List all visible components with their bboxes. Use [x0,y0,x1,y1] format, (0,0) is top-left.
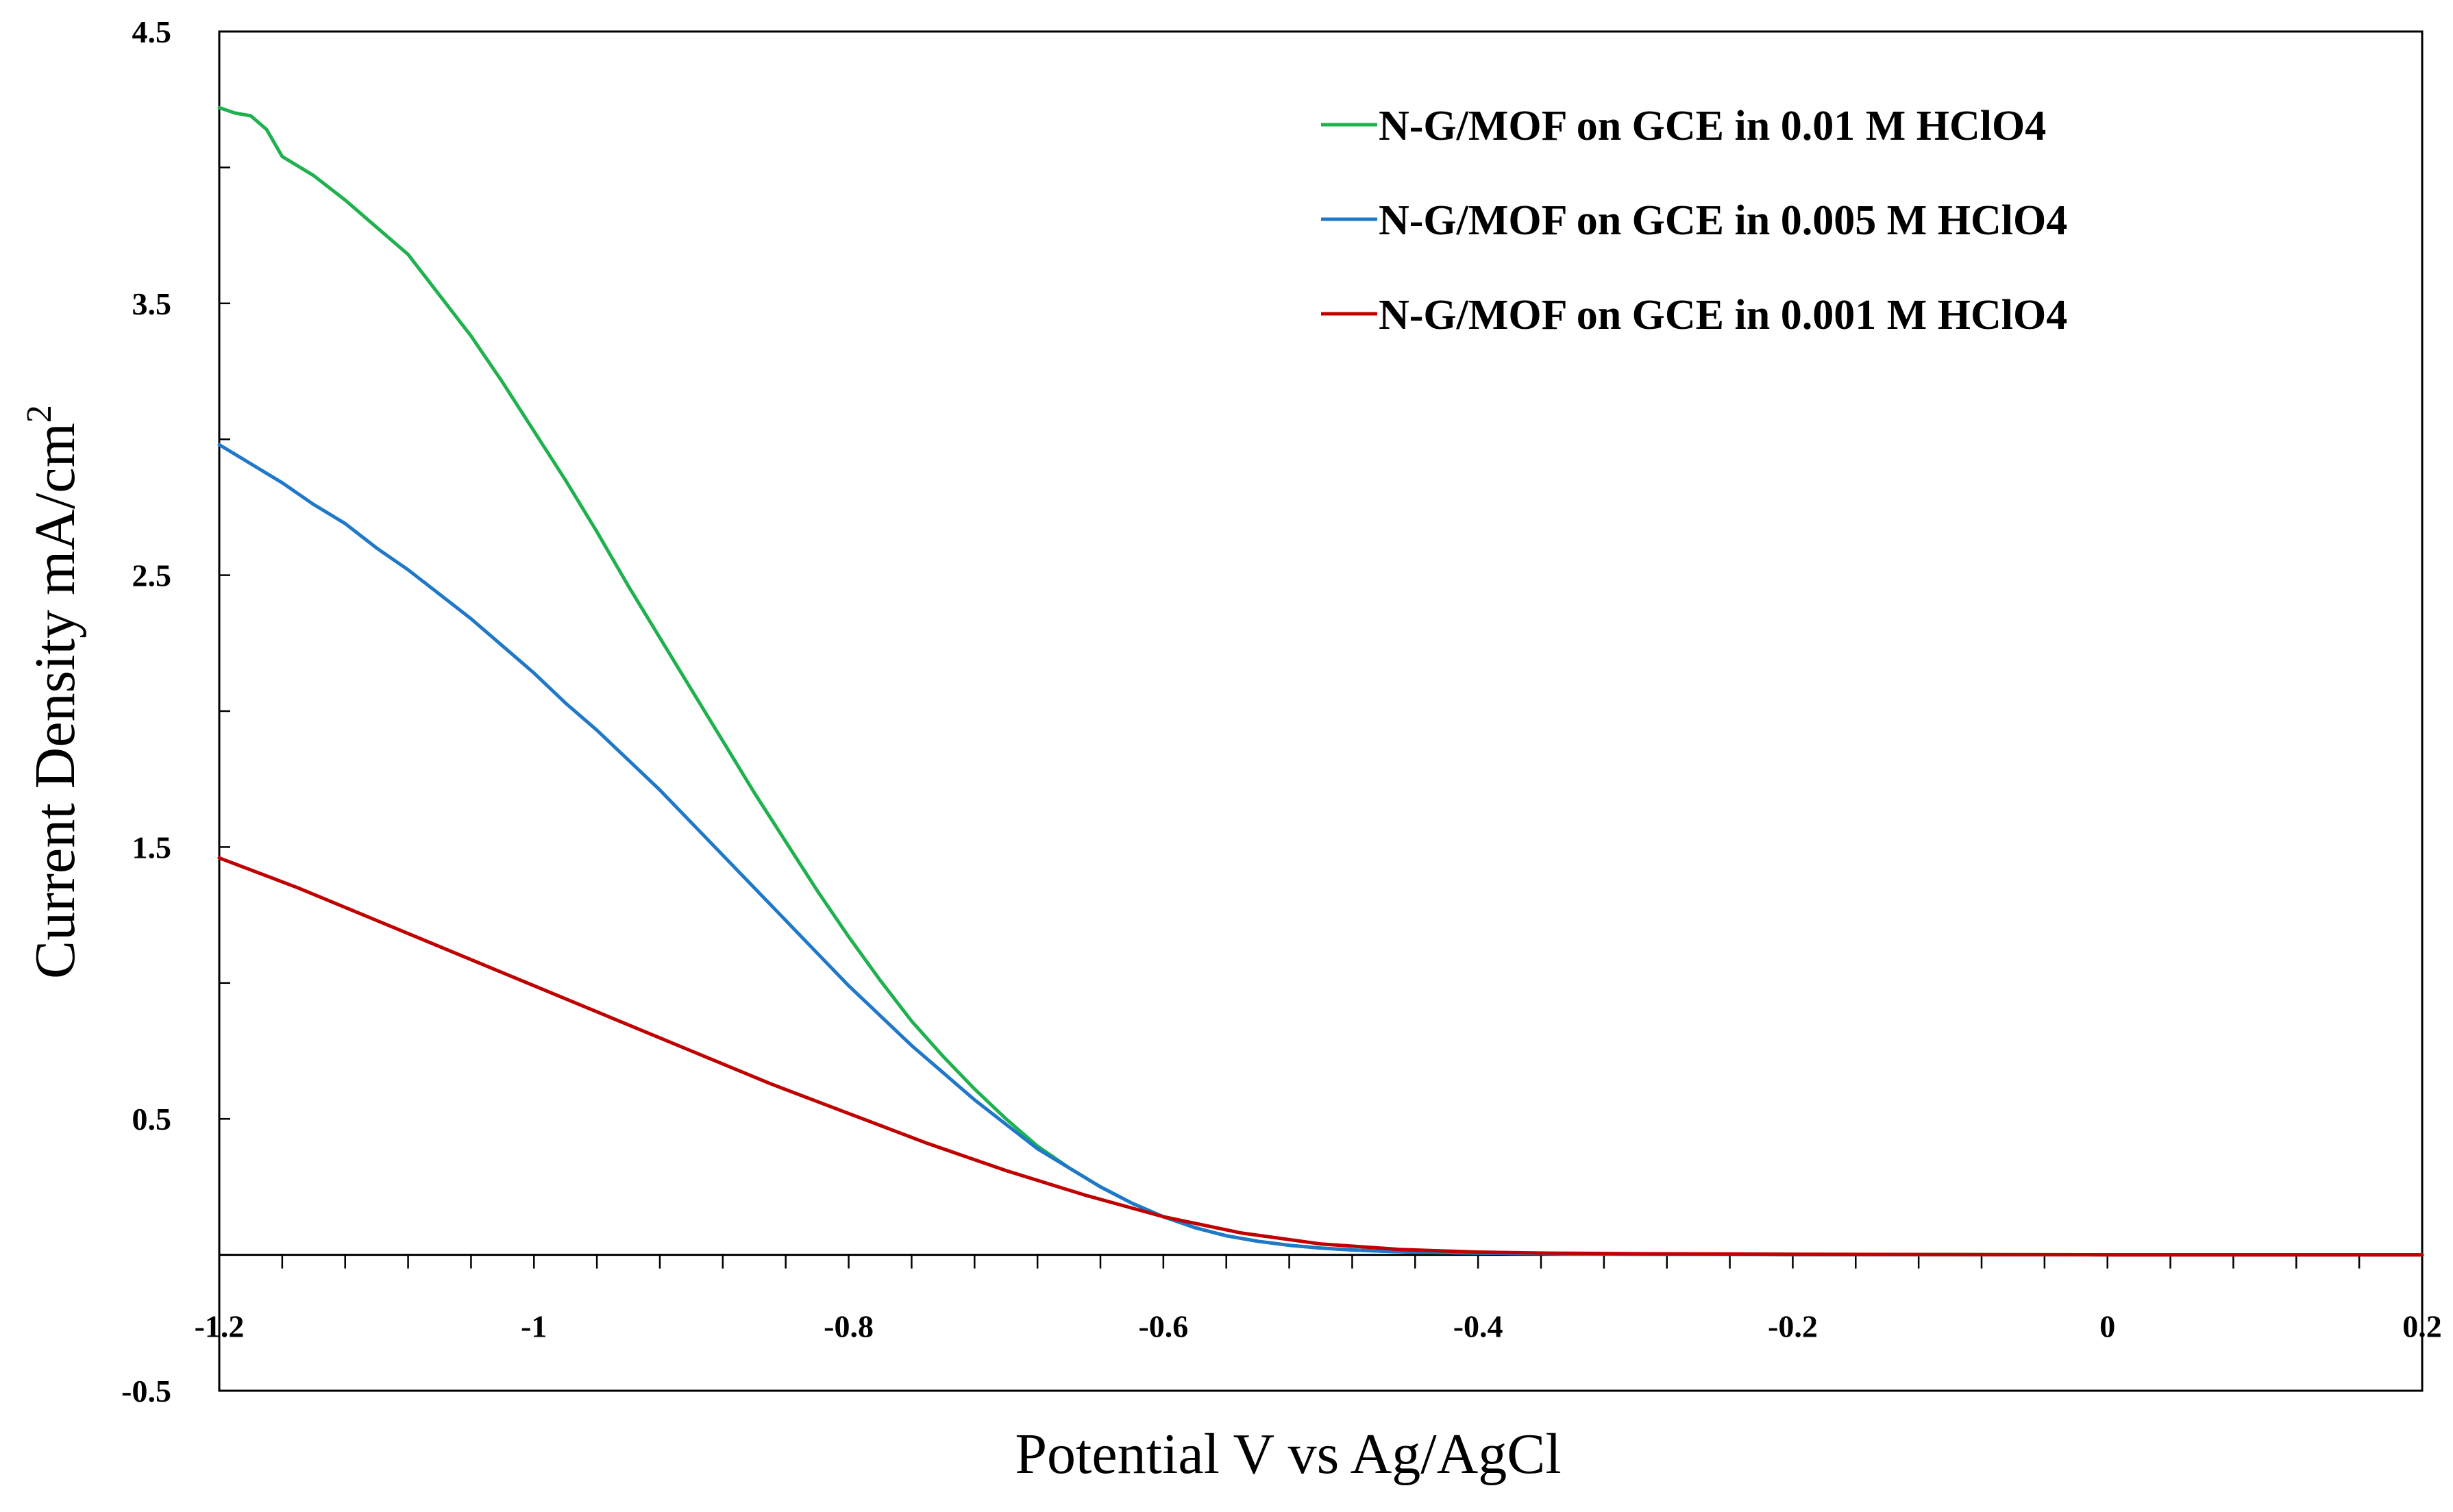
x-tick-label: -0.6 [1138,1309,1188,1344]
legend-label-2: N-G/MOF on GCE in 0.005 M HClO4 [1379,197,2067,244]
x-tick-label: -0.4 [1453,1309,1503,1344]
minor-ticks [218,30,2424,1392]
x-axis-title: Potential V vs Ag/AgCl [1015,1422,1561,1486]
legend-label-3: N-G/MOF on GCE in 0.001 M HClO4 [1379,292,2067,338]
series-lines [217,106,2424,1257]
x-tick-label: -0.2 [1768,1309,1818,1344]
x-tick-label: -0.8 [824,1309,874,1344]
series-line-3 [217,856,2424,1257]
x-tick-label: -1 [521,1309,547,1344]
y-tick-label: 2.5 [132,558,172,593]
y-axis-title-superscript: 2 [20,405,59,423]
x-tick-label: 0.2 [2402,1309,2442,1344]
y-tick-label: 3.5 [132,286,172,321]
y-tick-label: 1.5 [132,830,172,865]
series-line-2 [217,443,2424,1257]
plot-frame [218,30,2424,1392]
y-tick-label: -0.5 [121,1374,171,1409]
y-axis-title: Current Density mA/cm2 [20,405,87,979]
x-tick-label: -1.2 [195,1309,245,1344]
y-tick-label: 4.5 [132,14,172,49]
y-tick-labels: 4.5 3.5 2.5 1.5 0.5 -0.5 [121,14,171,1409]
y-tick-label: 0.5 [132,1102,172,1137]
legend: N-G/MOF on GCE in 0.01 M HClO4 N-G/MOF on… [1321,103,2067,338]
x-tick-labels: -1.2 -1 -0.8 -0.6 -0.4 -0.2 0 0.2 [195,1309,2442,1344]
series-line-1 [217,106,2424,1257]
x-tick-label: 0 [2099,1309,2115,1344]
y-axis-title-main: Current Density mA/cm [23,423,87,979]
legend-label-1: N-G/MOF on GCE in 0.01 M HClO4 [1379,103,2046,149]
